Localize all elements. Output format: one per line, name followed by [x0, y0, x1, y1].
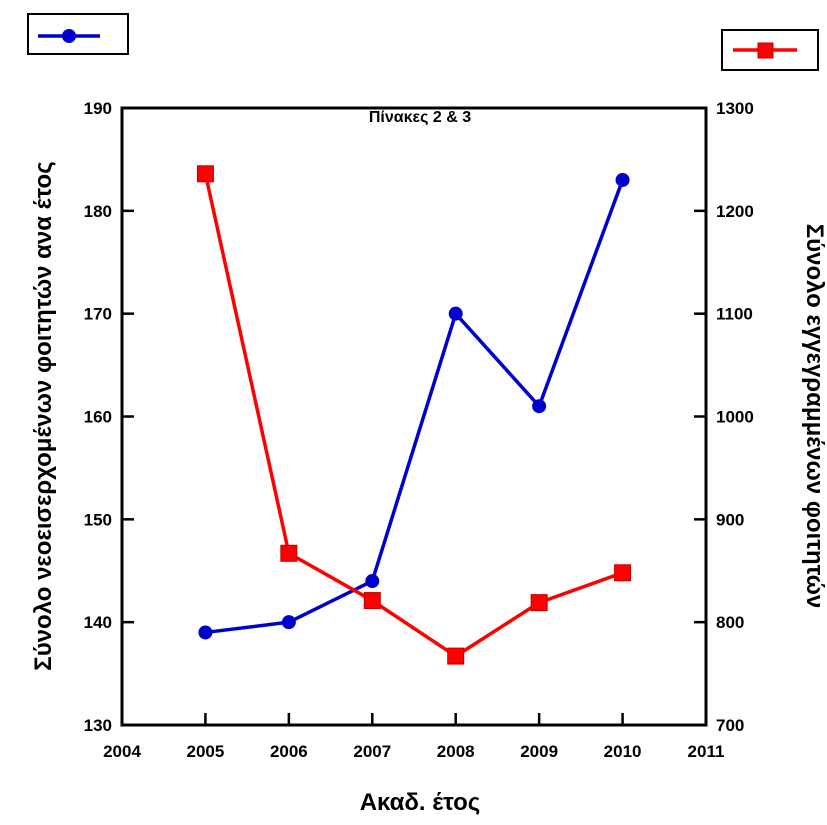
right-y-axis: 700 800 900 1000 1100 1200 1300 — [694, 99, 754, 735]
right-y-tick-label: 1000 — [716, 408, 754, 427]
x-tick-label: 2005 — [187, 742, 225, 761]
series-2-point — [447, 647, 465, 665]
x-tick-label: 2010 — [604, 742, 642, 761]
x-tick-label: 2011 — [688, 742, 725, 761]
right-y-tick-label: 700 — [716, 716, 744, 735]
x-tick-label: 2009 — [520, 742, 558, 761]
series-2-point — [363, 592, 381, 610]
left-y-tick-label: 140 — [84, 613, 112, 632]
series-2-point — [280, 544, 298, 562]
legend-right — [721, 29, 819, 71]
right-y-tick-label: 1300 — [716, 99, 754, 118]
series-layer — [196, 165, 632, 665]
right-y-axis-title: Σύνολο εγγεγραμμένων φοιτητών — [801, 224, 827, 609]
right-y-tick-label: 900 — [716, 510, 744, 529]
left-y-axis: 130 140 150 160 170 180 190 — [84, 99, 134, 735]
x-axis: 2004 2005 2006 2007 2008 2009 2010 2011 — [103, 713, 724, 761]
legend-left — [27, 13, 129, 55]
series-1-point — [281, 615, 296, 630]
series-1-point — [615, 172, 630, 187]
left-y-axis-title: Σύνολο νεοεισερχομένων φοιτητών ανα έτος — [30, 161, 57, 670]
left-y-tick-label: 160 — [84, 408, 112, 427]
left-y-tick-label: 170 — [84, 305, 112, 324]
right-y-tick-label: 800 — [716, 613, 744, 632]
x-tick-label: 2007 — [353, 742, 391, 761]
series-2-line — [203, 173, 624, 658]
x-tick-label: 2006 — [270, 742, 308, 761]
series-2-point — [196, 165, 214, 183]
right-y-tick-label: 1200 — [716, 202, 754, 221]
series-1-point — [532, 399, 547, 414]
x-tick-label: 2008 — [437, 742, 475, 761]
right-y-tick-label: 1100 — [716, 305, 753, 324]
left-y-tick-label: 180 — [84, 202, 112, 221]
legend-left-box — [27, 13, 129, 55]
series-1-point — [198, 625, 213, 640]
legend-left-marker — [62, 29, 76, 43]
series-1-point — [448, 306, 463, 321]
x-tick-label: 2004 — [103, 742, 141, 761]
left-y-tick-label: 130 — [84, 716, 112, 735]
series-2-point — [530, 594, 548, 612]
chart-title: Πίνακες 2 & 3 — [369, 109, 471, 126]
legend-right-marker — [757, 42, 774, 59]
left-y-tick-label: 190 — [84, 99, 112, 118]
series-1-point — [365, 574, 380, 589]
x-axis-title: Ακαδ. έτος — [360, 789, 481, 816]
series-2-point — [614, 564, 632, 582]
left-y-tick-label: 150 — [84, 510, 112, 529]
series-1-line — [205, 179, 625, 635]
